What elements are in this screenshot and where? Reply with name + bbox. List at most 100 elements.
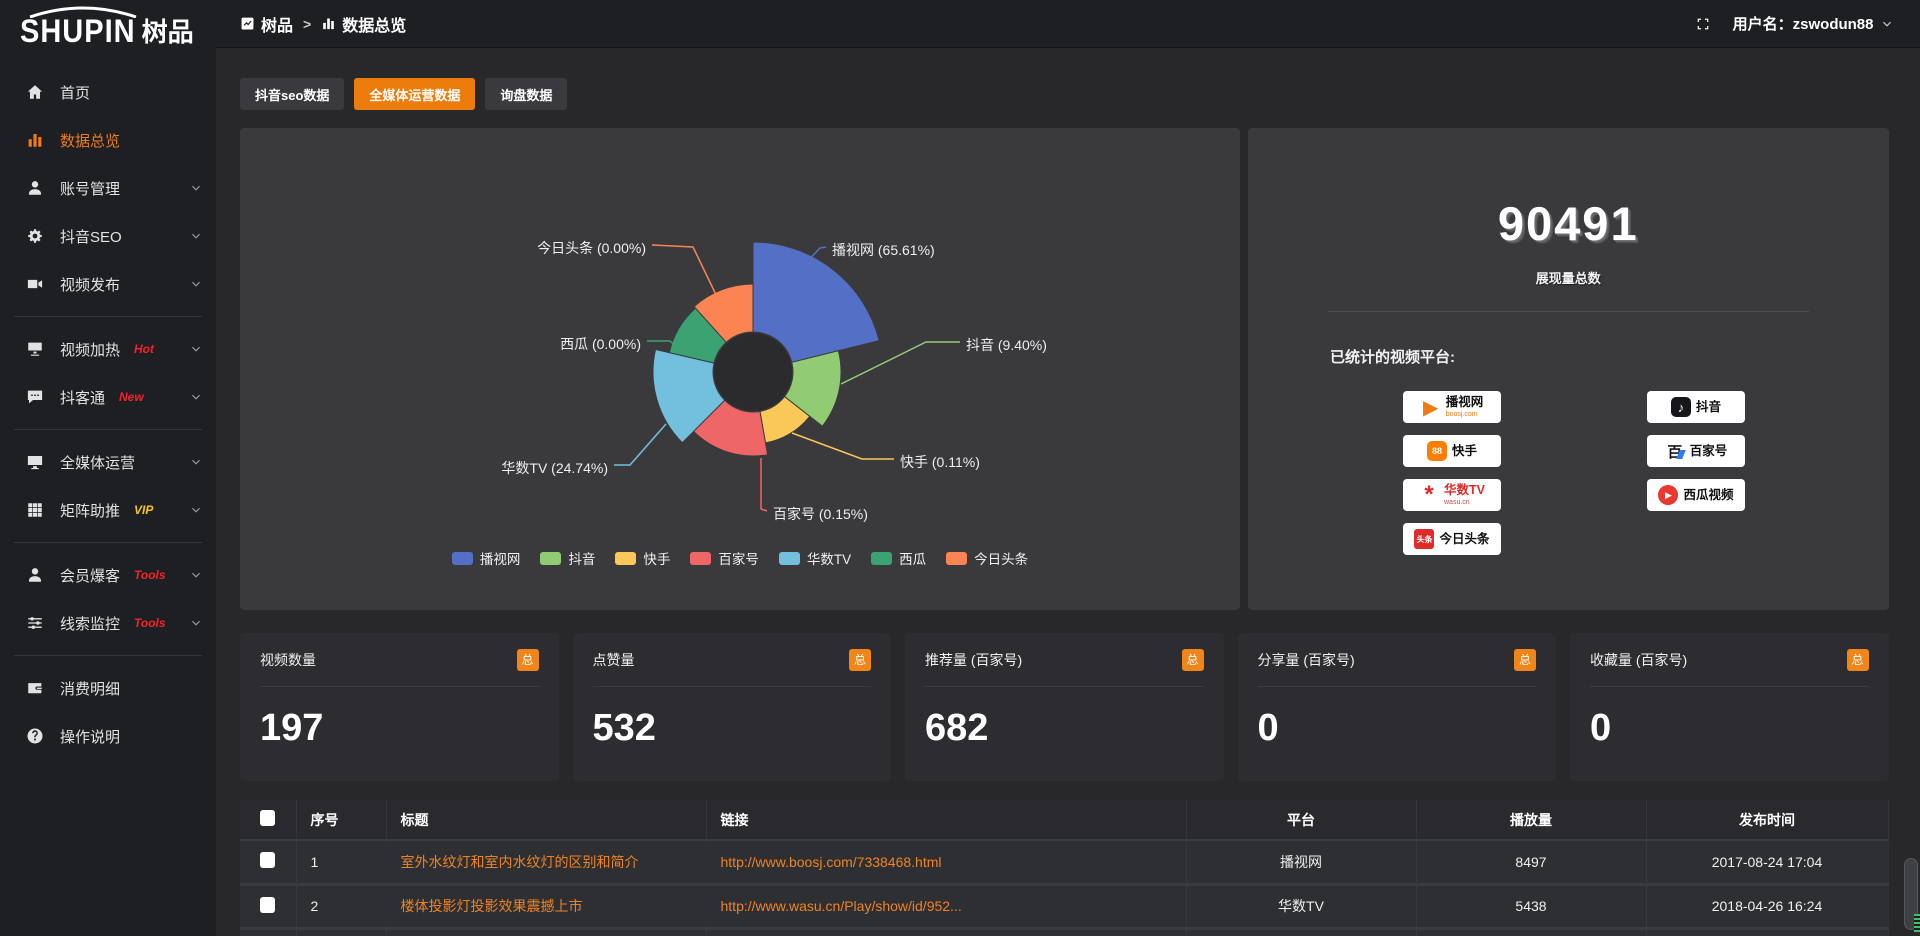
platform-badge-华数TV: * 华数TV wasu.cn xyxy=(1403,479,1501,511)
chevron-down-icon xyxy=(190,182,202,194)
legend-item-西瓜[interactable]: 西瓜 xyxy=(871,548,926,568)
sidebar-item-video-heat[interactable]: 视频加热 Hot xyxy=(0,329,216,369)
sidebar-item-media-operation[interactable]: 全媒体运营 xyxy=(0,442,216,482)
stat-card-0: 视频数量 总 197 xyxy=(240,633,559,781)
platform-badge-西瓜视频: ▶ 西瓜视频 xyxy=(1647,479,1745,511)
impressions-total-label: 展现量总数 xyxy=(1535,271,1601,286)
stat-card-label: 推荐量 (百家号) xyxy=(925,651,1023,668)
sidebar-item-label: 抖客通 xyxy=(60,389,106,407)
panels-row: 今日头条 (0.00%) 播视网 (65.61%) 抖音 (9.40%) 西瓜 (0.… xyxy=(240,128,1889,610)
row-index: 2 xyxy=(296,884,387,930)
pie-label-line-播视网 xyxy=(802,246,827,267)
platform-badge-快手: 88 快手 xyxy=(1403,435,1501,467)
stat-cards-row: 视频数量总 197 点赞量总 532 推荐量 (百家号) 总 682 分享量 (百家号) 总 0 收… xyxy=(240,633,1889,781)
platform-badge-text: 华数TV wasu.cn xyxy=(1444,483,1485,506)
username-label: 用户名：zswodun88 xyxy=(1732,16,1874,33)
sidebar-item-consume-detail[interactable]: 消费明细 xyxy=(0,668,216,708)
pie-label-西瓜: 西瓜 (0.00%) xyxy=(560,336,641,352)
stat-card-label: 分享量 (百家号) xyxy=(1257,651,1355,668)
row-title-link[interactable]: 室外水纹灯和室内水纹灯的区别和简介 xyxy=(386,840,707,886)
sidebar-item-label: 抖音SEO xyxy=(60,228,122,246)
row-url-link[interactable]: http://www.boosj.com/7338468.html xyxy=(706,840,1187,886)
row-views: 8497 xyxy=(1416,840,1647,886)
stat-card-value: 0 xyxy=(1590,707,1612,749)
legend-item-快手[interactable]: 快手 xyxy=(615,548,670,568)
legend-swatch xyxy=(615,551,637,565)
legend-swatch xyxy=(946,551,968,565)
platforms-col-1: ▶ 播视网 boosj.com 88 快手 * 华数TV wasu.cn 头条 今日头条 xyxy=(1403,391,1501,567)
stat-card-header: 分享量 (百家号) 总 xyxy=(1257,633,1536,687)
row-title-link[interactable]: 楼体投影灯投影效果震撼上市 xyxy=(386,884,707,930)
person-icon xyxy=(26,566,44,584)
sidebar-item-home[interactable]: 首页 xyxy=(0,72,216,112)
legend-item-今日头条[interactable]: 今日头条 xyxy=(946,548,1028,568)
screen-icon xyxy=(26,340,44,358)
sidebar-item-video-publish[interactable]: 视频发布 xyxy=(0,264,216,304)
legend-item-华数TV[interactable]: 华数TV xyxy=(778,548,851,568)
sidebar: SHUPIN 树品 首页数据总览账号管理抖音SEO 视频发布视频加热 Hot 抖客通 Ne… xyxy=(0,0,216,936)
header-select-checkbox-cell xyxy=(240,800,297,841)
sidebar-item-label: 视频加热 xyxy=(60,341,121,359)
stat-card-4: 收藏量 (百家号) 总 0 xyxy=(1570,633,1889,781)
divider xyxy=(1328,311,1809,312)
row-checkbox[interactable] xyxy=(260,852,276,869)
stat-card-header: 点赞量 总 xyxy=(592,633,871,687)
breadcrumb-root-label: 树品 xyxy=(261,17,294,35)
fullscreen-icon[interactable] xyxy=(1695,16,1711,32)
sidebar-item-badge: VIP xyxy=(134,503,154,517)
vertical-scrollbar-thumb[interactable] xyxy=(1903,858,1918,930)
legend-item-百家号[interactable]: 百家号 xyxy=(690,548,759,568)
row-publish-time: 2018-04-26 16:24 xyxy=(1646,884,1889,930)
sidebar-item-account-manage[interactable]: 账号管理 xyxy=(0,168,216,208)
sidebar-item-member-baoke[interactable]: 会员爆客 Tools xyxy=(0,555,216,595)
sidebar-item-label: 账号管理 xyxy=(60,180,121,198)
legend-item-抖音[interactable]: 抖音 xyxy=(540,548,595,568)
platforms-heading: 已统计的视频平台: xyxy=(1330,349,1455,366)
platform-badge-text: 西瓜视频 xyxy=(1683,487,1734,502)
main-area: 树品 > 数据总览 用户名：zswodun88 xyxy=(216,0,1920,936)
column-header-发布时间: 发布时间 xyxy=(1646,800,1889,841)
videos-table: 序号 标题 链接 平台 播放量 发布时间 1 室外水纹灯和室内水纹灯的区别和简介 http:/… xyxy=(240,800,1889,936)
sidebar-item-clue-monitor[interactable]: 线索监控 Tools xyxy=(0,603,216,643)
row-views: 5438 xyxy=(1416,884,1647,930)
help-icon xyxy=(26,727,44,745)
platforms-col-2: ♪ 抖音百百家号 ▶ 西瓜视频 xyxy=(1647,391,1745,523)
gear-icon xyxy=(26,227,44,245)
stat-card-header: 收藏量 (百家号) 总 xyxy=(1590,633,1869,687)
pie-label-华数TV: 华数TV (24.74%) xyxy=(501,460,608,476)
legend-item-播视网[interactable]: 播视网 xyxy=(451,548,520,568)
breadcrumb-current[interactable]: 数据总览 xyxy=(321,12,406,36)
pie-label-line-快手 xyxy=(791,432,894,460)
column-header-平台: 平台 xyxy=(1186,800,1417,841)
sidebar-item-douyin-seo[interactable]: 抖音SEO xyxy=(0,216,216,256)
platform-badge-抖音: ♪ 抖音 xyxy=(1647,391,1745,423)
video-icon xyxy=(26,275,44,293)
row-url-link[interactable]: http://www.wasu.cn/Play/show/id/952... xyxy=(706,884,1187,930)
sidebar-item-help[interactable]: 操作说明 xyxy=(0,716,216,756)
breadcrumb-root[interactable]: 树品 xyxy=(240,12,293,36)
pie-label-line-今日头条 xyxy=(651,244,721,304)
tab-douyin-seo-data[interactable]: 抖音seo数据 xyxy=(240,78,345,110)
row-checkbox-cell xyxy=(240,884,297,930)
legend-swatch xyxy=(690,551,712,565)
pie-slice-播视网 xyxy=(752,241,880,363)
sidebar-item-label: 会员爆客 xyxy=(60,567,121,585)
sidebar-item-badge: Hot xyxy=(134,342,155,356)
breadcrumb-current-label: 数据总览 xyxy=(342,17,407,35)
sidebar-item-douketong[interactable]: 抖客通 New xyxy=(0,377,216,417)
wallet-icon xyxy=(26,679,44,697)
empty-cell xyxy=(386,928,707,936)
row-checkbox[interactable] xyxy=(260,896,276,913)
sidebar-item-data-overview[interactable]: 数据总览 xyxy=(0,120,216,160)
user-icon xyxy=(26,179,44,197)
stat-card-label: 视频数量 xyxy=(260,651,316,668)
menu-divider xyxy=(14,655,202,656)
tab-inquiry-data[interactable]: 询盘数据 xyxy=(485,78,568,110)
sidebar-item-matrix-boost[interactable]: 矩阵助推 VIP xyxy=(0,490,216,530)
pie-label-line-百家号 xyxy=(760,458,768,512)
user-menu[interactable]: 用户名：zswodun88 xyxy=(1733,13,1893,34)
select-all-checkbox[interactable] xyxy=(260,810,276,826)
impressions-total-value: 90491 xyxy=(1497,197,1639,250)
app-logo[interactable]: SHUPIN 树品 xyxy=(0,0,216,58)
tab-media-operation-data[interactable]: 全媒体运营数据 xyxy=(354,78,476,110)
